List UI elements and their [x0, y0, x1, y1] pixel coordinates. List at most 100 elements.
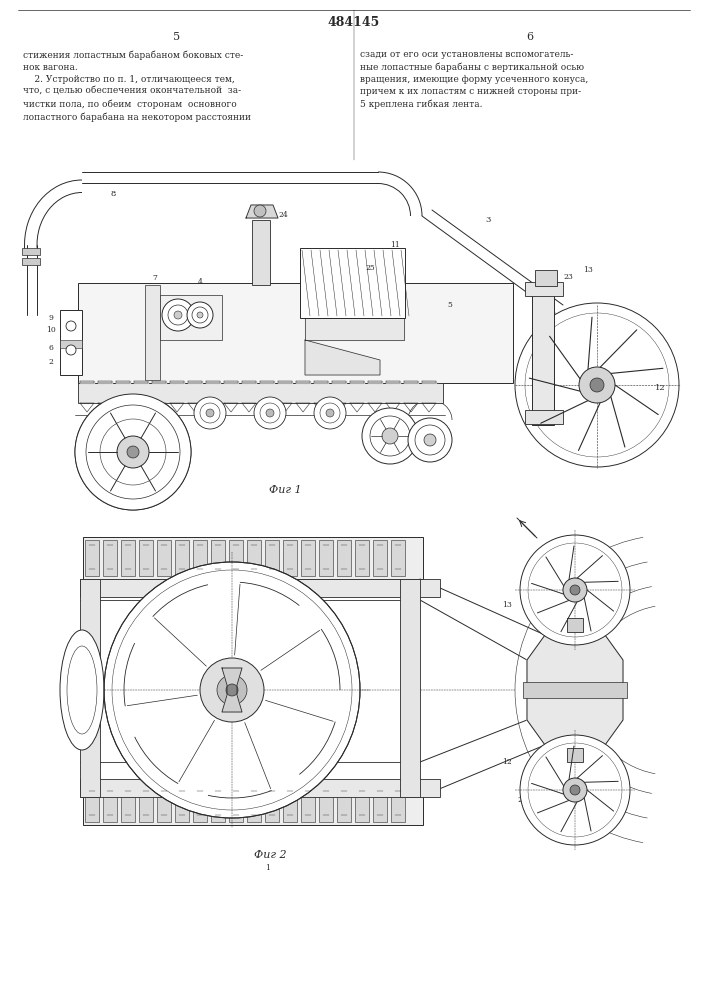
Bar [175, 786, 189, 822]
Polygon shape [296, 381, 310, 383]
Polygon shape [116, 381, 130, 383]
Bar [301, 540, 315, 576]
Text: 20: 20 [517, 796, 527, 804]
Text: 24: 24 [278, 211, 288, 219]
Bar [265, 540, 279, 576]
Circle shape [66, 345, 76, 355]
Bar [391, 540, 405, 576]
Polygon shape [98, 381, 112, 383]
Bar [300, 248, 405, 318]
Bar [193, 540, 207, 576]
Bar [103, 540, 117, 576]
Circle shape [162, 299, 194, 331]
Polygon shape [422, 381, 436, 383]
Text: 484145: 484145 [328, 16, 380, 29]
Bar [22, 248, 40, 255]
Circle shape [382, 428, 398, 444]
Circle shape [127, 446, 139, 458]
Circle shape [408, 418, 452, 462]
Circle shape [563, 578, 587, 602]
Text: 10: 10 [46, 326, 56, 334]
Circle shape [570, 785, 580, 795]
Bar [252, 220, 270, 285]
Text: 1: 1 [266, 864, 271, 872]
Circle shape [326, 409, 334, 417]
Bar [283, 786, 297, 822]
Circle shape [217, 675, 247, 705]
Circle shape [590, 378, 604, 392]
Bar [80, 779, 440, 797]
Bar [567, 618, 583, 632]
Bar [373, 786, 387, 822]
Bar [193, 786, 207, 822]
Bar [567, 748, 583, 762]
Text: 2: 2 [49, 358, 54, 366]
Circle shape [197, 312, 203, 318]
Bar [532, 285, 554, 425]
Bar [373, 540, 387, 576]
Bar [145, 285, 160, 380]
Text: 21: 21 [583, 541, 593, 549]
Ellipse shape [60, 630, 104, 750]
Polygon shape [260, 381, 274, 383]
Bar [60, 340, 82, 348]
Polygon shape [152, 381, 166, 383]
Bar [83, 537, 423, 579]
Bar [319, 540, 333, 576]
Bar [525, 410, 563, 424]
Bar [121, 786, 135, 822]
Circle shape [66, 321, 76, 331]
Polygon shape [305, 340, 380, 375]
Bar [337, 540, 351, 576]
Circle shape [174, 311, 182, 319]
Circle shape [579, 367, 615, 403]
Text: 5: 5 [173, 32, 180, 42]
Bar [247, 786, 261, 822]
Bar [229, 540, 243, 576]
Bar [78, 283, 513, 383]
Circle shape [187, 302, 213, 328]
Bar [85, 540, 99, 576]
Polygon shape [350, 381, 364, 383]
Circle shape [520, 735, 630, 845]
Polygon shape [242, 381, 256, 383]
Bar [247, 540, 261, 576]
Text: 1: 1 [93, 476, 98, 484]
Text: Фиг 2: Фиг 2 [254, 850, 286, 860]
Text: 3: 3 [485, 216, 491, 224]
Polygon shape [332, 381, 346, 383]
Circle shape [75, 394, 191, 510]
Text: 9: 9 [49, 314, 54, 322]
Bar [139, 786, 153, 822]
Polygon shape [305, 318, 404, 340]
Text: Фиг 1: Фиг 1 [269, 485, 301, 495]
Bar [525, 282, 563, 296]
Text: 15: 15 [612, 601, 622, 609]
Bar [160, 295, 222, 340]
Bar [319, 786, 333, 822]
Text: 6: 6 [49, 344, 54, 352]
Polygon shape [80, 381, 94, 383]
Bar [83, 783, 423, 825]
Circle shape [424, 434, 436, 446]
Polygon shape [134, 381, 148, 383]
Bar [60, 310, 82, 375]
Circle shape [206, 409, 214, 417]
Polygon shape [404, 381, 418, 383]
Text: сзади от его оси установлены вспомогатель-
ные лопастные барабаны с вертикальной: сзади от его оси установлены вспомогател… [360, 50, 588, 109]
Polygon shape [246, 205, 278, 218]
Text: 7: 7 [153, 274, 158, 282]
Circle shape [194, 397, 226, 429]
Bar [139, 540, 153, 576]
Bar [85, 786, 99, 822]
Bar [265, 786, 279, 822]
Text: 8: 8 [110, 190, 116, 198]
Bar [157, 786, 171, 822]
Bar [535, 270, 557, 286]
Bar [523, 682, 627, 698]
Text: 11: 11 [390, 241, 400, 249]
Circle shape [254, 397, 286, 429]
Bar [301, 786, 315, 822]
Polygon shape [206, 381, 220, 383]
Bar [80, 579, 440, 597]
